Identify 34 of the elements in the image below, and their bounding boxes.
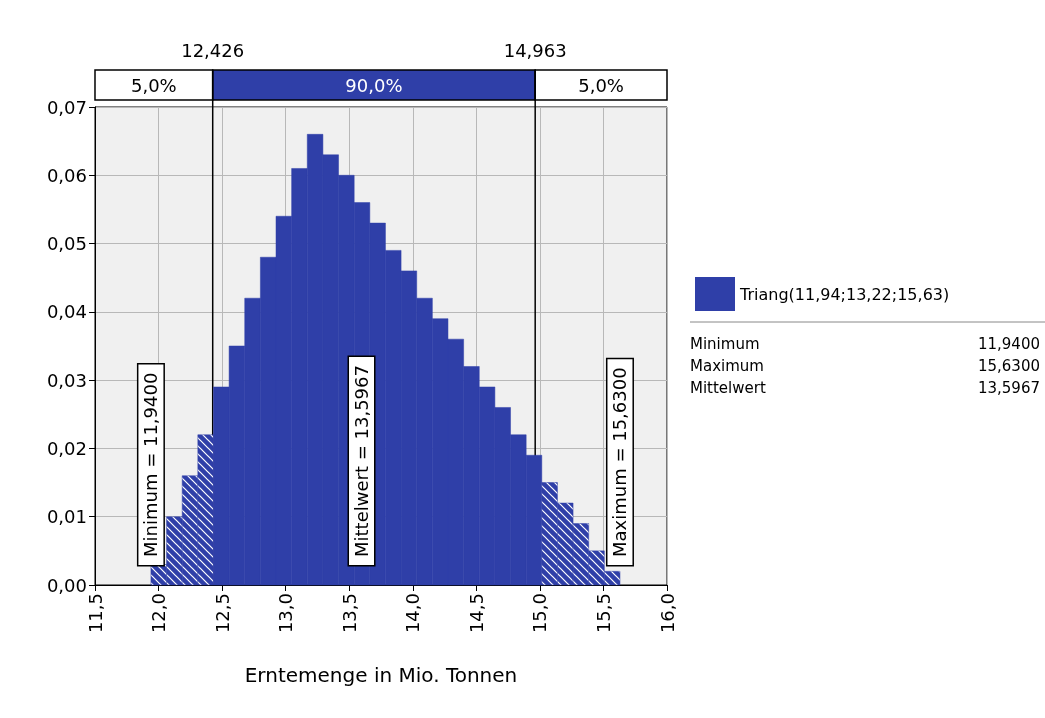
text: Mittelwert — [690, 379, 766, 397]
x-tick-label: 15,0 — [529, 593, 551, 634]
annotation: Minimum = 11,9400 — [140, 372, 162, 557]
x-tick-label: 14,5 — [465, 593, 487, 634]
x-tick-label: 12,0 — [148, 593, 170, 634]
legend-label: Triang(11,94;13,22;15,63) — [739, 284, 950, 304]
text: 15,6300 — [977, 357, 1040, 375]
text: 13,5967 — [977, 379, 1040, 397]
x-tick-label: 12,5 — [211, 593, 233, 634]
text: 5,0% — [578, 74, 624, 96]
y-tick-label: 0,04 — [46, 301, 87, 323]
x-tick-label: 13,5 — [338, 593, 360, 634]
y-tick-label: 0,03 — [46, 369, 87, 391]
annotation: Maximum = 15,6300 — [609, 367, 631, 557]
text: 11,9400 — [977, 335, 1040, 353]
x-tick-label: 13,0 — [275, 593, 297, 634]
y-tick-label: 0,06 — [46, 164, 87, 186]
y-tick-label: 0,07 — [46, 96, 87, 118]
x-axis-title: Erntemenge in Mio. Tonnen — [244, 663, 518, 687]
x-tick-label: 16,0 — [656, 593, 678, 634]
y-tick-label: 0,05 — [46, 233, 87, 255]
x-tick-label: 15,5 — [592, 593, 614, 634]
x-tick-label: 14,0 — [402, 593, 424, 634]
text: Minimum — [690, 335, 760, 353]
text: 5,0% — [130, 74, 177, 96]
y-tick-label: 0,01 — [46, 506, 87, 528]
ref-line-label: 14,963 — [503, 39, 567, 61]
annotation: Mittelwert = 13,5967 — [351, 365, 373, 557]
y-tick-label: 0,02 — [46, 437, 87, 459]
x-tick-label: 11,5 — [84, 593, 106, 634]
text: 90,0% — [345, 74, 403, 96]
text: Maximum — [690, 357, 764, 375]
y-tick-label: 0,00 — [46, 574, 87, 596]
ref-line-label: 12,426 — [181, 39, 245, 61]
